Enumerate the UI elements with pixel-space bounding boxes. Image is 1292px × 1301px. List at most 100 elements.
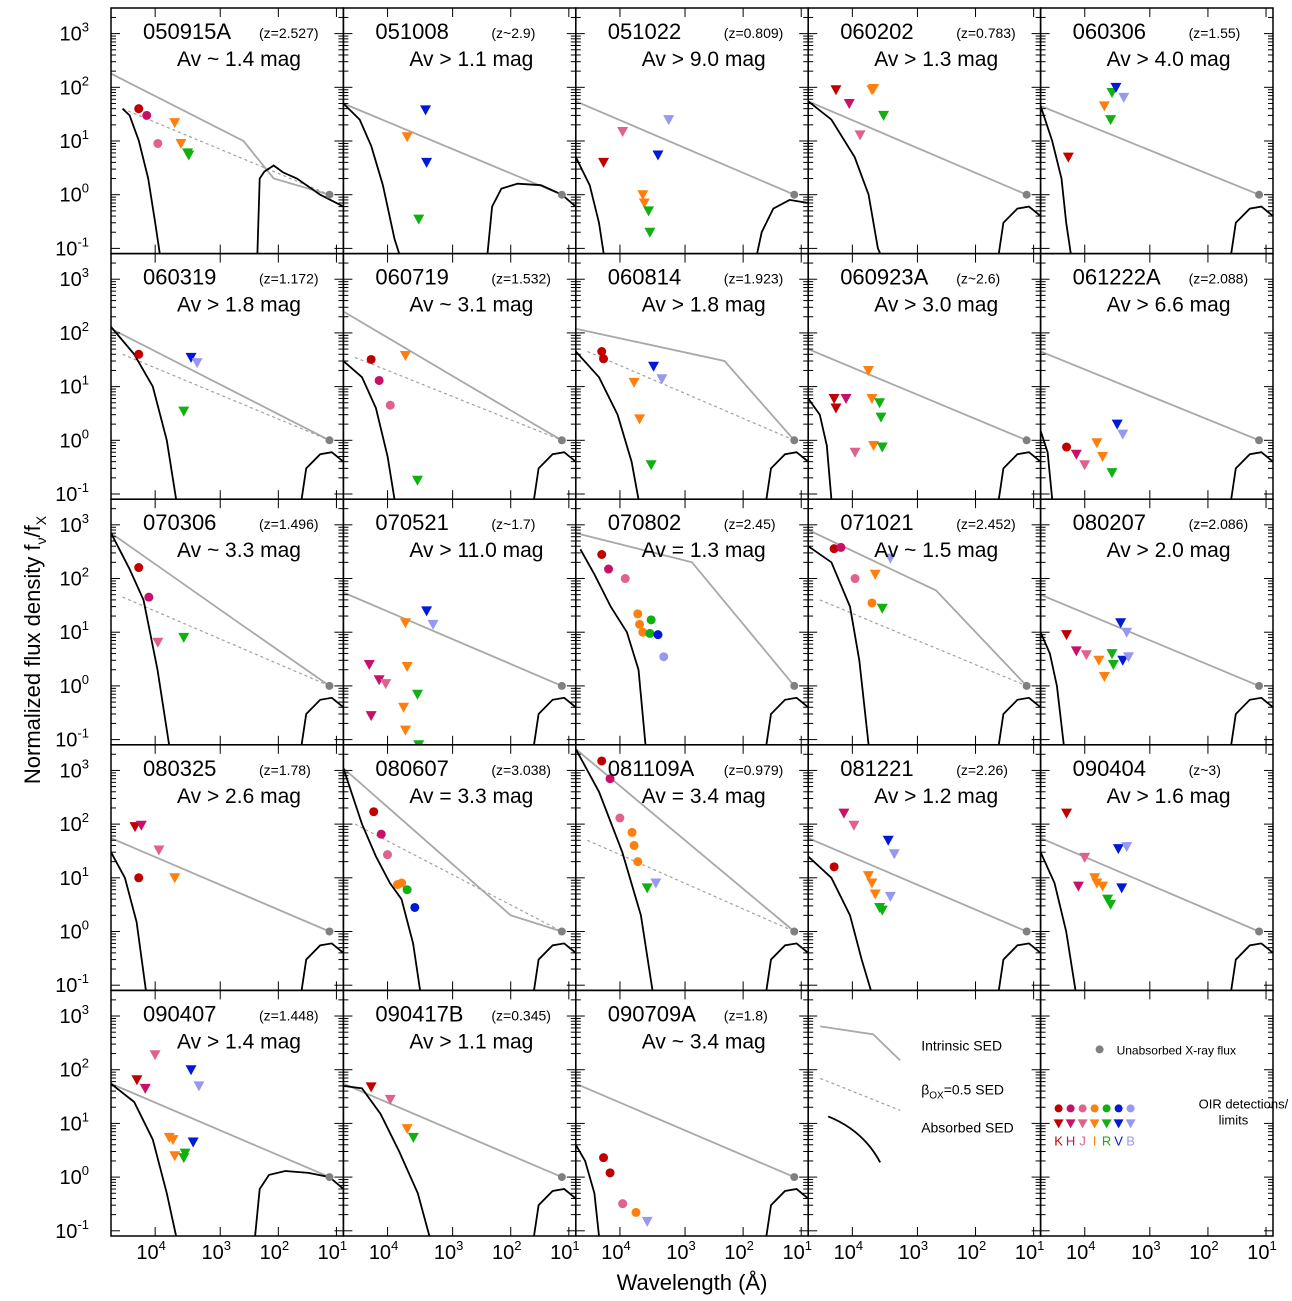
redshift-label: (z=2.452) [956, 516, 1016, 532]
panel-frame [575, 498, 809, 746]
oir-limit-point [401, 132, 413, 143]
absorbed-sed-xray [756, 198, 809, 254]
grb-name: 051008 [375, 19, 448, 44]
oir-detection-point [134, 563, 144, 573]
oir-limit-point [1079, 852, 1091, 863]
legend-limit-marker [1089, 1119, 1100, 1129]
extinction-label: Av ~ 1.4 mag [177, 48, 301, 71]
legend-detection-marker [1102, 1104, 1111, 1113]
redshift-label: (z~3) [1189, 762, 1221, 778]
sed-panel-060719: 060719 (z=1.532) Av ~ 3.1 mag [342, 252, 577, 500]
intrinsic-sed-line [575, 100, 795, 196]
panel-frame [110, 498, 345, 746]
extinction-label: Av > 1.8 mag [177, 294, 301, 317]
y-tick-label: 100 [60, 181, 89, 207]
beta-ox-sed-line [354, 356, 563, 441]
oir-detection-point [645, 628, 655, 638]
oir-limit-point [882, 835, 894, 846]
oir-detection-point [836, 542, 846, 552]
y-tick-label: 101 [60, 864, 89, 890]
legend-panel: Intrinsic SED βOX=0.5 SED Absorbed SED Unab… [807, 989, 1289, 1237]
oir-limit-point [1118, 92, 1130, 103]
x-tick-label: 104 [136, 1238, 165, 1264]
extinction-label: Av ~ 1.5 mag [874, 539, 998, 562]
y-tick-label: 101 [60, 373, 89, 399]
sed-panel-071021: 071021 (z=2.452) Av ~ 1.5 mag [807, 498, 1042, 746]
oir-detection-point [376, 829, 386, 839]
oir-detection-point [829, 544, 839, 554]
legend-limit-marker [1077, 1119, 1088, 1129]
oir-detection-point [153, 138, 163, 148]
absorbed-sed-optical [808, 545, 870, 745]
grb-name: 060814 [608, 265, 681, 290]
panel-frame [1039, 989, 1274, 1237]
oir-detection-point [374, 375, 384, 385]
redshift-label: (z=1.532) [491, 271, 551, 287]
oir-limit-point [828, 394, 840, 405]
x-tick-label: 103 [1131, 1238, 1160, 1264]
legend-beta-line [819, 1077, 901, 1111]
grb-name: 060319 [143, 265, 216, 290]
x-tick-label: 102 [260, 1238, 289, 1264]
oir-limit-point [868, 84, 880, 95]
absorbed-sed-xray [997, 942, 1041, 991]
oir-detection-point [597, 756, 607, 766]
absorbed-sed-optical [808, 397, 833, 500]
y-tick-label: 10-1 [55, 971, 89, 997]
x-tick-label: 101 [318, 1238, 347, 1264]
oir-limit-point [648, 361, 660, 372]
grb-name: 060923A [840, 265, 928, 290]
extinction-label: Av > 1.2 mag [874, 785, 998, 808]
absorbed-sed-optical [111, 326, 177, 500]
oir-detection-point [829, 862, 839, 872]
xray-flux-point [325, 681, 334, 690]
legend-limit-marker [1053, 1119, 1064, 1129]
oir-detection-point [382, 850, 392, 860]
oir-limit-point [398, 702, 410, 713]
oir-limit-point [401, 661, 413, 672]
intrinsic-sed-line [575, 532, 795, 687]
xray-flux-point [557, 927, 566, 936]
oir-limit-point [884, 891, 896, 902]
y-tick-label: 10-1 [55, 726, 89, 752]
legend-text: limits [1219, 1112, 1249, 1127]
sed-panel-060306: 060306 (z=1.55) Av > 4.0 mag [1039, 7, 1274, 255]
absorbed-sed-xray [300, 942, 344, 991]
intrinsic-sed-line [343, 767, 563, 933]
extinction-label: Av > 6.6 mag [1107, 294, 1231, 317]
y-tick-label: 10-1 [55, 1217, 89, 1243]
oir-limit-point [407, 1132, 419, 1143]
panel-frame [110, 744, 345, 992]
oir-detection-point [605, 1168, 615, 1178]
x-tick-label: 101 [1015, 1238, 1044, 1264]
grb-name: 080207 [1073, 510, 1146, 535]
grb-name: 081221 [840, 756, 913, 781]
xray-flux-point [1255, 927, 1264, 936]
y-tick-label: 100 [60, 918, 89, 944]
oir-limit-point [862, 871, 874, 882]
extinction-label: Av > 2.0 mag [1107, 539, 1231, 562]
absorbed-sed-xray [533, 1188, 576, 1237]
x-tick-label: 103 [201, 1238, 230, 1264]
intrinsic-sed-line [575, 327, 795, 441]
intrinsic-sed-line [1040, 350, 1260, 442]
oir-limit-point [1106, 649, 1118, 660]
oir-limit-point [840, 394, 852, 405]
oir-limit-point [178, 632, 190, 643]
x-axis-label: Wavelength (Å) [617, 1270, 768, 1295]
extinction-label: Av > 1.8 mag [642, 294, 766, 317]
sed-panel-060814: 060814 (z=1.923) Av > 1.8 mag [575, 252, 809, 500]
intrinsic-sed-line [808, 837, 1028, 933]
y-tick-label: 10-1 [55, 234, 89, 260]
intrinsic-sed-line [111, 532, 331, 687]
oir-limit-point [421, 606, 433, 617]
x-tick-label: 103 [434, 1238, 463, 1264]
grb-name: 090709A [608, 1001, 696, 1026]
oir-detection-point [631, 1207, 641, 1217]
oir-limit-point [169, 1151, 181, 1162]
oir-detection-point [633, 857, 643, 867]
xray-flux-point [325, 436, 334, 445]
grb-name: 060719 [375, 265, 448, 290]
sed-panel-061222A: 061222A (z=2.088) Av > 6.6 mag [1039, 252, 1274, 500]
oir-limit-point [878, 110, 890, 121]
